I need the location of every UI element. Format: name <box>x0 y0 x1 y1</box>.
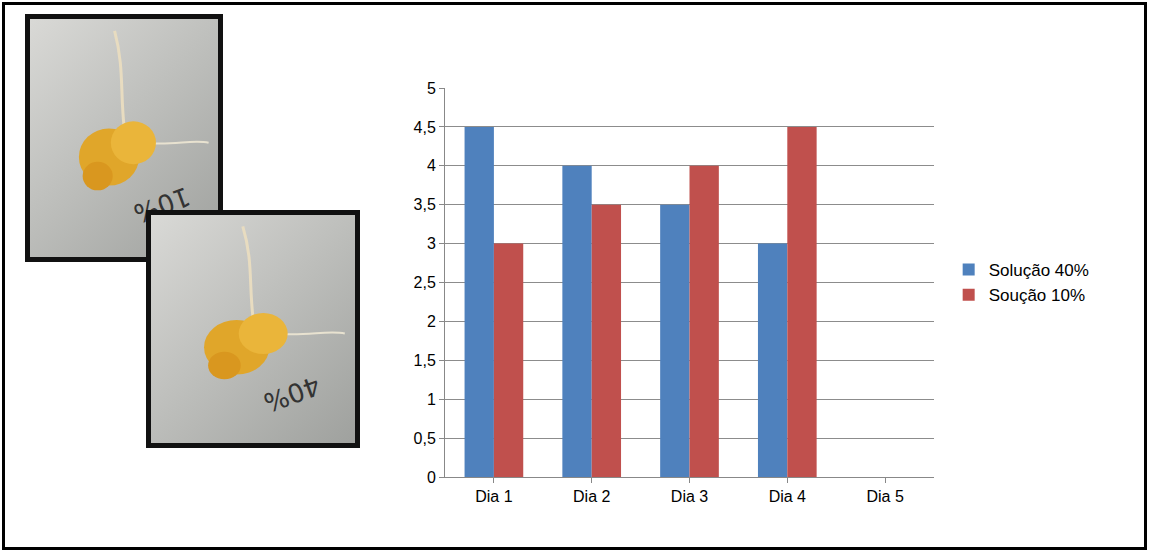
svg-text:2: 2 <box>427 313 436 330</box>
svg-text:3: 3 <box>427 235 436 252</box>
svg-text:Dia 3: Dia 3 <box>671 488 708 505</box>
svg-text:3,5: 3,5 <box>414 196 436 213</box>
svg-text:4,5: 4,5 <box>414 119 436 136</box>
svg-text:Dia 2: Dia 2 <box>573 488 610 505</box>
svg-text:Dia 4: Dia 4 <box>769 488 806 505</box>
svg-text:Dia 1: Dia 1 <box>475 488 512 505</box>
svg-text:1: 1 <box>427 391 436 408</box>
svg-text:1,5: 1,5 <box>414 352 436 369</box>
svg-text:Soução 10%: Soução 10% <box>989 286 1085 305</box>
svg-text:5: 5 <box>427 80 436 97</box>
html-text:10%: 10% <box>130 181 195 230</box>
svg-text:0,5: 0,5 <box>414 430 436 447</box>
html-text:40%: 40% <box>259 370 325 419</box>
svg-text:Solução 40%: Solução 40% <box>989 261 1089 280</box>
svg-text:2,5: 2,5 <box>414 274 436 291</box>
svg-text:Dia 5: Dia 5 <box>866 488 903 505</box>
svg-text:4: 4 <box>427 157 436 174</box>
svg-text:0: 0 <box>427 469 436 486</box>
